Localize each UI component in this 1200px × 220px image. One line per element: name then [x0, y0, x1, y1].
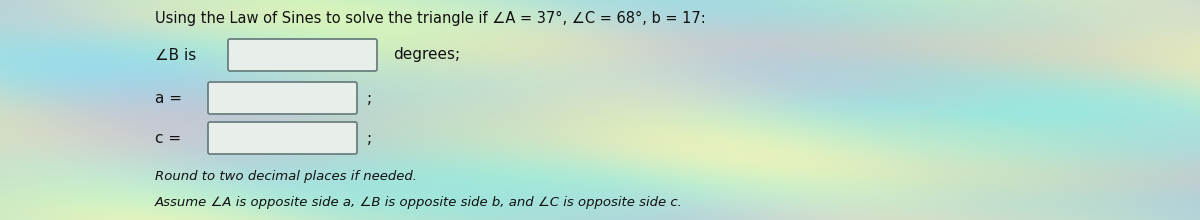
FancyBboxPatch shape [208, 82, 358, 114]
Text: degrees;: degrees; [394, 48, 460, 62]
Text: c =: c = [155, 130, 181, 145]
Text: a =: a = [155, 90, 182, 106]
Text: ;: ; [367, 90, 372, 106]
Text: Round to two decimal places if needed.: Round to two decimal places if needed. [155, 169, 418, 183]
FancyBboxPatch shape [228, 39, 377, 71]
Text: Assume ∠A is opposite side a, ∠B is opposite side b, and ∠C is opposite side c.: Assume ∠A is opposite side a, ∠B is oppo… [155, 196, 683, 209]
Text: ;: ; [367, 130, 372, 145]
Text: Using the Law of Sines to solve the triangle if ∠A = 37°, ∠C = 68°, b = 17:: Using the Law of Sines to solve the tria… [155, 11, 706, 26]
FancyBboxPatch shape [208, 122, 358, 154]
Text: ∠B is: ∠B is [155, 48, 197, 62]
